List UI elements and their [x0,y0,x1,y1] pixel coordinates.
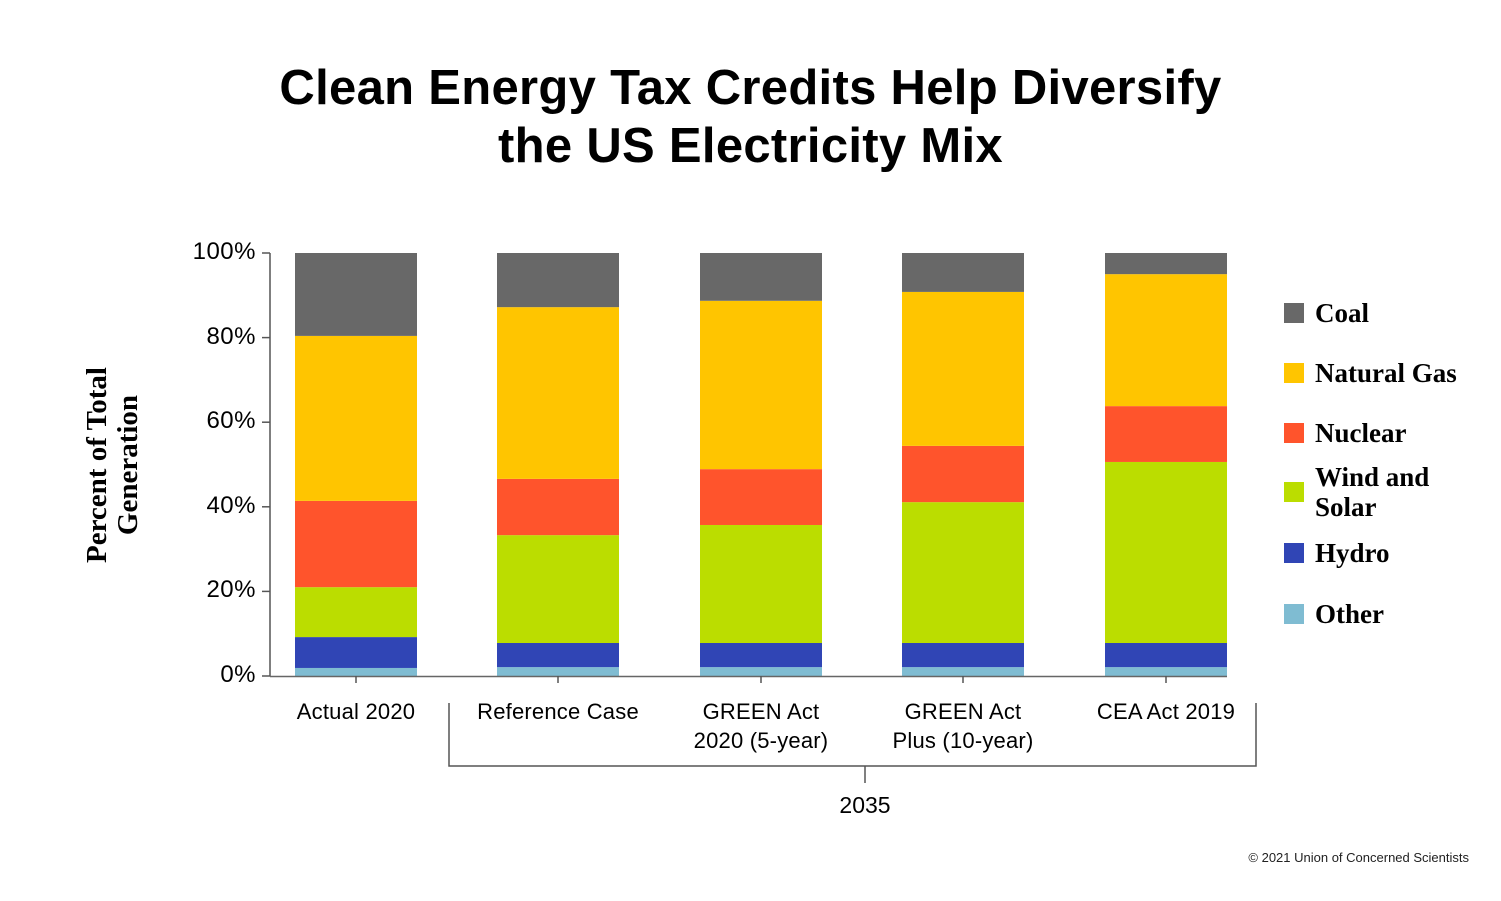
copyright-text: © 2021 Union of Concerned Scientists [1248,850,1469,865]
y-tick-label-100: 100% [192,238,256,265]
legend-swatch-wind-and-solar [1284,482,1304,502]
legend-swatch-hydro [1284,543,1304,563]
bar-segment-hydro-reference-case [497,643,619,668]
bar-segment-hydro-actual-2020 [295,637,417,668]
x-tick-label-line: CEA Act 2019 [1096,699,1236,724]
y-tick-label-20: 20% [206,576,256,604]
legend-item-other: Other [1284,599,1495,629]
legend-swatch-nuclear [1284,423,1304,443]
x-tick-label-actual-2020: Actual 2020 [256,697,456,726]
x-tick-label-line: GREEN Act [702,699,820,724]
bar-segment-coal-cea-act-2019 [1105,253,1227,275]
bar-segment-wind-and-solar-cea-act-2019 [1105,461,1227,644]
bar-segment-hydro-green-act-2020-5-year [700,643,822,668]
y-tick-label-40: 40% [206,491,256,519]
x-tick-label-cea-act-2019: CEA Act 2019 [1066,697,1266,726]
x-tick-label-line: Plus (10-year) [892,728,1034,753]
bar-segment-wind-and-solar-green-act-plus-10-year [902,502,1024,644]
bar-segment-other-reference-case [497,667,619,676]
x-tick-label-line: GREEN Act [904,699,1022,724]
legend-label-line: Other [1315,599,1384,629]
bar-segment-natural-gas-green-act-2020-5-year [700,300,822,470]
legend-label-line: Coal [1315,298,1369,328]
bar-segment-hydro-green-act-plus-10-year [902,643,1024,668]
bar-segment-coal-actual-2020 [295,253,417,336]
legend-label-line: Natural Gas [1315,358,1457,388]
bar-segment-nuclear-green-act-plus-10-year [902,445,1024,503]
bar-segment-wind-and-solar-green-act-2020-5-year [700,524,822,644]
legend-label-nuclear: Nuclear [1315,418,1495,448]
legend-label-wind-and-solar: Wind and Solar [1315,462,1495,522]
chart-title-line-1: Clean Energy Tax Credits Help Diversify [279,61,1222,115]
y-tick-label-80: 80% [206,322,256,350]
x-tick-label-line: 2020 (5-year) [693,728,829,753]
y-tick-label-0: 0% [220,661,256,688]
x-tick-label-line: Reference Case [477,699,639,724]
legend-item-hydro: Hydro [1284,538,1495,568]
bar-segment-natural-gas-cea-act-2019 [1105,274,1227,407]
bar-segment-nuclear-reference-case [497,478,619,536]
legend-label-line: Wind and [1315,462,1430,492]
bar-segment-other-cea-act-2019 [1105,667,1227,676]
legend-swatch-other [1284,604,1304,624]
bar-segment-natural-gas-green-act-plus-10-year [902,291,1024,446]
x-tick-label-line: Actual 2020 [296,699,416,724]
bar-segment-other-green-act-2020-5-year [700,667,822,676]
bar-segment-other-green-act-plus-10-year [902,667,1024,676]
chart-title-line-2: the US Electricity Mix [498,119,1003,173]
bar-segment-coal-green-act-2020-5-year [700,253,822,301]
legend-label-line: Nuclear [1315,418,1407,448]
legend-label-natural-gas: Natural Gas [1315,358,1495,388]
bar-segment-coal-reference-case [497,253,619,308]
x-tick-label-reference-case: Reference Case [458,697,658,726]
legend-item-nuclear: Nuclear [1284,418,1495,448]
bar-segment-wind-and-solar-actual-2020 [295,587,417,638]
bar-segment-nuclear-green-act-2020-5-year [700,469,822,525]
legend-item-wind-and-solar: Wind and Solar [1284,462,1495,522]
bar-segment-coal-green-act-plus-10-year [902,253,1024,292]
legend-label-hydro: Hydro [1315,538,1495,568]
legend-label-other: Other [1315,599,1495,629]
bar-segment-other-actual-2020 [295,667,417,676]
legend-swatch-coal [1284,303,1304,323]
legend-label-coal: Coal [1315,298,1495,328]
legend-swatch-natural-gas [1284,363,1304,383]
legend-item-natural-gas: Natural Gas [1284,358,1495,388]
bar-segment-natural-gas-actual-2020 [295,335,417,501]
bar-segment-hydro-cea-act-2019 [1105,643,1227,668]
bar-segment-natural-gas-reference-case [497,307,619,479]
bar-segment-nuclear-actual-2020 [295,500,417,588]
y-tick-label-60: 60% [206,407,256,435]
group-label-2035: 2035 [839,792,891,818]
x-tick-label-green-act-plus-10-year: GREEN Act Plus (10-year) [863,697,1063,755]
group-bracket [448,703,1257,767]
bar-segment-nuclear-cea-act-2019 [1105,406,1227,462]
legend-label-line: Solar [1315,492,1377,522]
legend-item-coal: Coal [1284,298,1495,328]
x-tick-label-green-act-2020-5-year: GREEN Act 2020 (5-year) [661,697,861,755]
legend-label-line: Hydro [1315,538,1390,568]
bar-segment-wind-and-solar-reference-case [497,535,619,644]
